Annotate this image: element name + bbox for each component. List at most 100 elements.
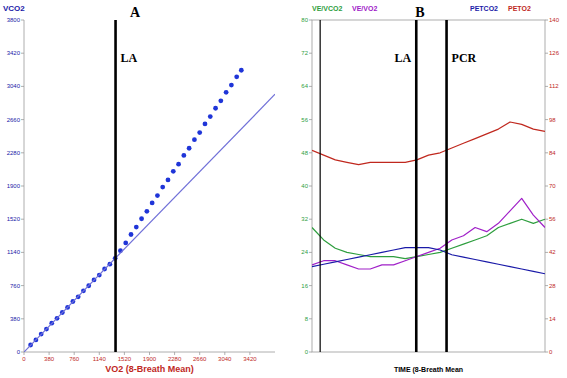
y-tick: [21, 53, 24, 54]
y-tick: [309, 119, 312, 120]
y-tick: [21, 318, 24, 319]
x-axis-label: VO2 (8-Breath Mean): [105, 364, 194, 374]
x-tick: [249, 352, 250, 355]
scatter-point: [166, 177, 171, 182]
scatter-point: [150, 201, 155, 206]
series-line: [312, 198, 545, 269]
y-tick-label: 16: [301, 283, 308, 289]
scatter-point: [239, 68, 244, 73]
y2-tick: [545, 86, 548, 87]
y2-tick: [545, 119, 548, 120]
series-label: PETO2: [508, 5, 531, 12]
scatter-point: [176, 162, 181, 167]
y-tick-label: 80: [301, 17, 308, 23]
series-line: [312, 248, 545, 274]
series-label: VE/VO2: [352, 5, 377, 12]
y2-tick: [545, 219, 548, 220]
y2-tick-label: 98: [549, 117, 556, 123]
y2-tick: [545, 186, 548, 187]
series-line: [24, 94, 275, 352]
scatter-point: [144, 209, 149, 214]
scatter-point: [160, 185, 165, 190]
y-tick-label: 1900: [7, 183, 21, 189]
y-tick: [21, 186, 24, 187]
x-tick: [224, 352, 225, 355]
y-tick: [309, 152, 312, 153]
y2-tick: [545, 53, 548, 54]
y-tick: [309, 252, 312, 253]
scatter-point: [229, 83, 234, 88]
y-tick: [21, 20, 24, 21]
x-tick: [124, 352, 125, 355]
x-axis-label: TIME (8-Breath Mean: [394, 366, 463, 374]
annotation-line: [320, 20, 321, 352]
y-tick-label: 24: [301, 249, 308, 255]
y2-tick: [545, 152, 548, 153]
plot-frame: [312, 20, 545, 352]
series-label: VE/VCO2: [312, 5, 342, 12]
annotation-line: [114, 20, 117, 352]
y-tick: [21, 285, 24, 286]
x-tick: [99, 352, 100, 355]
y2-tick: [545, 252, 548, 253]
x-tick: [149, 352, 150, 355]
y2-tick-label: 56: [549, 216, 556, 222]
y2-tick-label: 84: [549, 150, 556, 156]
x-tick-label: 1900: [143, 356, 157, 362]
x-tick: [199, 352, 200, 355]
annotation-line: [415, 20, 418, 352]
y-tick: [309, 318, 312, 319]
y-tick: [309, 186, 312, 187]
y-tick-label: 72: [301, 50, 308, 56]
y-tick-label: 3800: [7, 17, 21, 23]
y-tick-label: 0: [17, 349, 21, 355]
y-tick-label: 2660: [7, 117, 21, 123]
scatter-point: [192, 137, 197, 142]
y-tick-label: 48: [301, 150, 308, 156]
y-tick-label: 3420: [7, 50, 21, 56]
x-tick-label: 1520: [118, 356, 132, 362]
x-tick: [174, 352, 175, 355]
x-tick-label: 3040: [218, 356, 232, 362]
x-tick: [74, 352, 75, 355]
y2-tick: [545, 285, 548, 286]
chart-title: B: [415, 5, 424, 20]
y2-tick-label: 140: [549, 17, 560, 23]
chart-title: A: [130, 5, 141, 20]
y-tick: [309, 20, 312, 21]
scatter-point: [208, 114, 213, 119]
x-tick-label: 0: [22, 356, 26, 362]
x-tick-label: 2280: [168, 356, 182, 362]
plot-area: [312, 20, 545, 352]
x-tick-label: 1140: [93, 356, 107, 362]
y-tick: [21, 252, 24, 253]
chart: 0380760114015201900228026603040342003807…: [0, 0, 567, 378]
y-tick: [21, 152, 24, 153]
x-tick-label: 760: [69, 356, 80, 362]
y-tick: [309, 352, 312, 353]
y2-tick-label: 14: [549, 316, 556, 322]
y-tick-label: 380: [10, 316, 21, 322]
annotation-label: LA: [121, 51, 138, 65]
y-tick-label: 40: [301, 183, 308, 189]
scatter-point: [218, 98, 223, 103]
annotation-label: LA: [395, 51, 412, 65]
y-tick-label: 8: [305, 316, 309, 322]
scatter-point: [139, 216, 144, 221]
y2-tick: [545, 318, 548, 319]
scatter-point: [134, 225, 139, 230]
y-tick: [21, 86, 24, 87]
series-label: PETCO2: [470, 5, 498, 12]
y-tick-label: 1140: [7, 249, 21, 255]
y-tick: [21, 119, 24, 120]
y-tick-label: 32: [301, 216, 308, 222]
scatter-point: [213, 106, 218, 111]
x-tick: [49, 352, 50, 355]
scatter-point: [129, 232, 134, 237]
y-tick: [21, 219, 24, 220]
panel: 0816243240485664728001428425670849811212…: [301, 5, 559, 374]
scatter-point: [123, 241, 128, 246]
scatter-point: [234, 74, 239, 79]
scatter-point: [171, 169, 176, 174]
y-tick: [309, 285, 312, 286]
